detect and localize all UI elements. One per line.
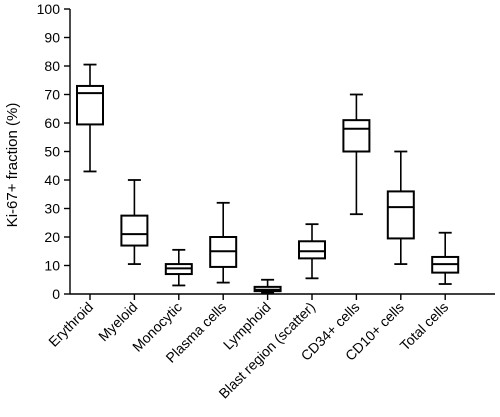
iqr-box (298, 240, 326, 260)
box-6 (298, 223, 326, 280)
box-7 (342, 93, 371, 216)
box-1 (76, 63, 104, 173)
y-tick-label: 60 (44, 115, 60, 131)
iqr-box (342, 119, 371, 153)
iqr-box (386, 190, 415, 240)
iqr-box (120, 214, 149, 247)
y-tick-label: 10 (44, 258, 60, 274)
y-tick-label: 20 (44, 229, 60, 245)
y-tick-label: 0 (52, 286, 60, 302)
y-tick-label: 30 (44, 201, 60, 217)
y-axis: 0 10 20 30 40 50 60 70 80 90 100 (37, 1, 71, 302)
y-tick-label: 80 (44, 58, 60, 74)
box-9 (431, 231, 460, 285)
y-tick-label: 50 (44, 144, 60, 160)
y-tick-label: 40 (44, 172, 60, 188)
y-tick-label: 100 (37, 1, 61, 17)
y-tick-label: 90 (44, 30, 60, 46)
box-4 (209, 201, 238, 284)
x-tick-label: Total cells (397, 299, 452, 354)
box-series (76, 63, 460, 294)
y-tick-label: 70 (44, 87, 60, 103)
y-axis-title: Ki-67+ fraction (%) (4, 103, 21, 228)
box-8 (386, 150, 415, 265)
iqr-box (76, 84, 104, 126)
box-3 (164, 248, 193, 287)
box-5 (253, 278, 282, 294)
x-tick-label: Erythroid (45, 299, 96, 350)
box-2 (120, 179, 149, 265)
